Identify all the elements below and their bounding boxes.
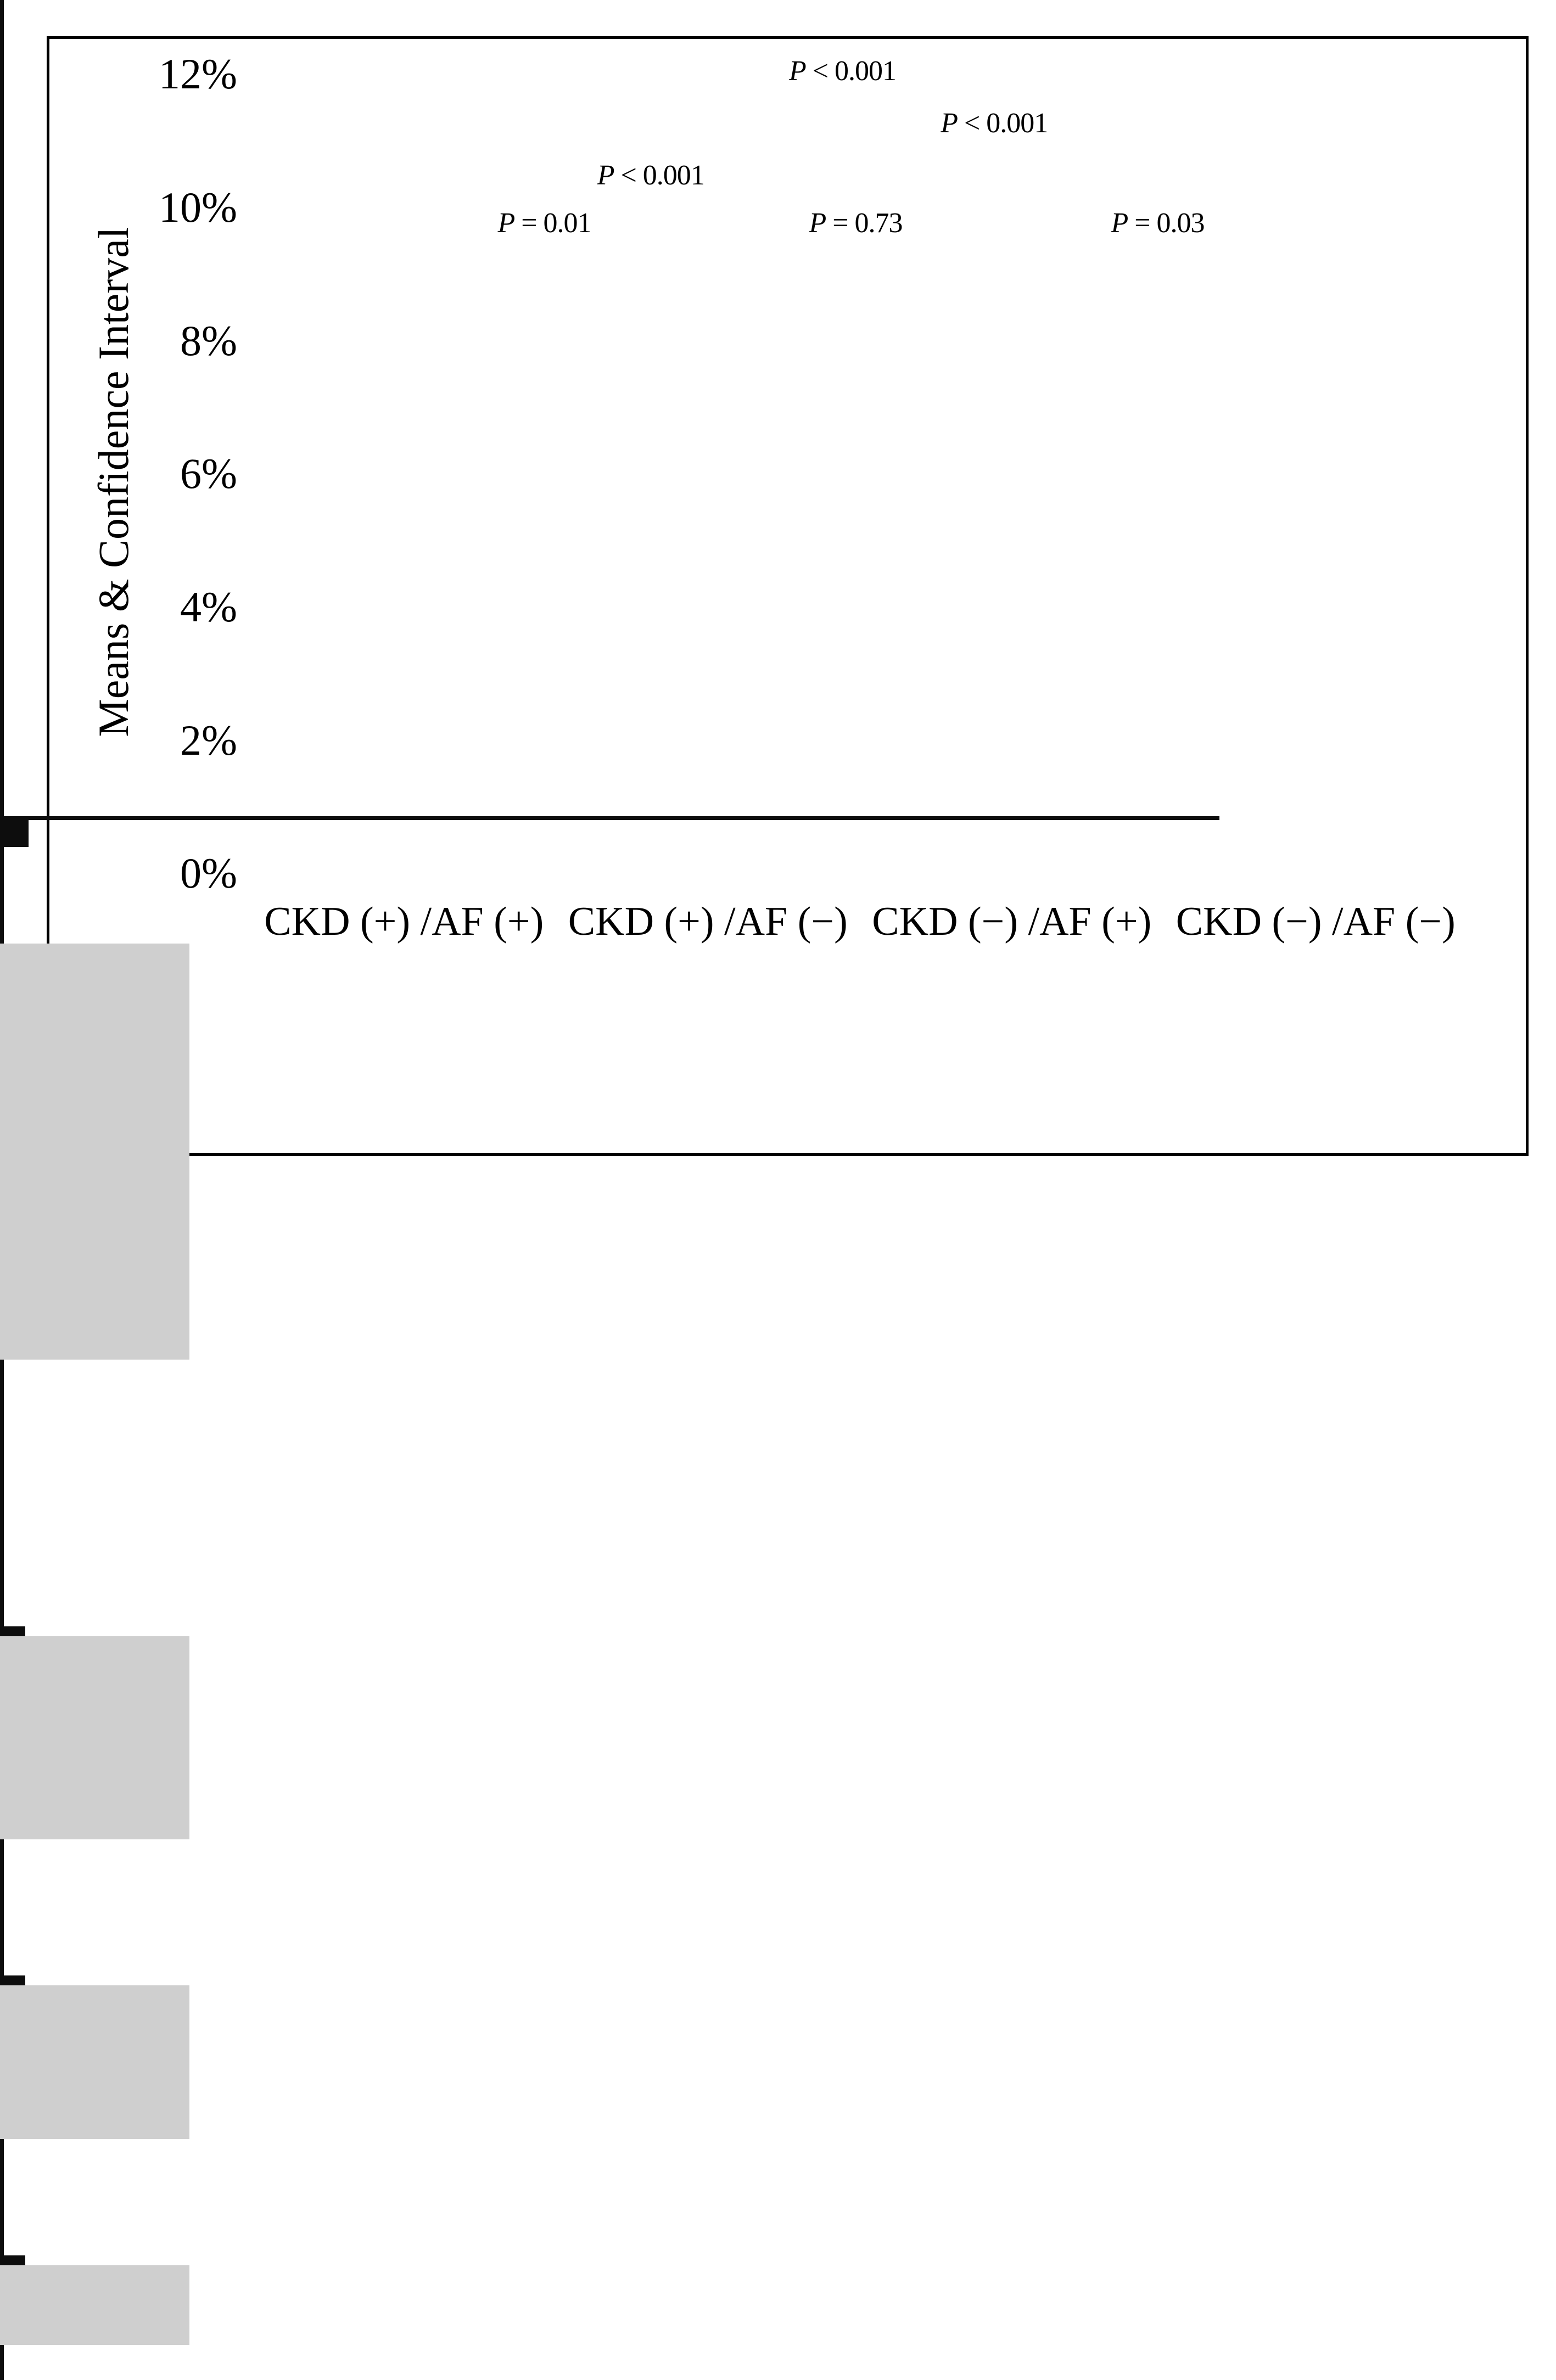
significance-label: P < 0.001 (597, 160, 705, 191)
error-bar-line (0, 1839, 4, 1976)
error-bar-line (0, 2345, 4, 2380)
x-category-label: CKD (−) /AF (−) (1176, 899, 1456, 944)
x-tick (0, 895, 4, 919)
error-bar-cap-bottom (0, 1980, 25, 1986)
x-tick (0, 919, 4, 944)
error-bar-cap-top (0, 1626, 25, 1631)
bar (0, 1985, 189, 2139)
y-tick-label: 8% (180, 316, 237, 364)
y-tick (0, 824, 29, 828)
y-tick (0, 828, 29, 832)
y-tick (0, 843, 29, 847)
bar (0, 2265, 189, 2345)
x-tick (0, 847, 4, 871)
y-tick-label: 10% (159, 183, 237, 232)
y-tick-label: 2% (180, 716, 237, 764)
y-tick-label: 12% (159, 50, 237, 98)
significance-label: P = 0.03 (1111, 207, 1205, 239)
error-bar-cap-top (0, 2255, 25, 2260)
bar (0, 1636, 189, 1839)
figure-frame (47, 36, 1529, 1156)
x-axis-line (0, 816, 1219, 820)
x-category-label: CKD (+) /AF (+) (264, 899, 544, 944)
error-bar-cap-bottom (0, 1631, 25, 1636)
y-tick-label: 0% (180, 849, 237, 897)
significance-label: P = 0.01 (497, 207, 591, 239)
error-bar-line (0, 2138, 4, 2255)
x-tick (0, 871, 4, 895)
bar-chart: 12% 10% 8% 6% 4% 2% 0% CKD (+) /AF (+) CKD (+) /… (0, 0, 1456, 2380)
x-category-label: CKD (+) /AF (−) (568, 899, 848, 944)
y-tick-label: 6% (180, 450, 237, 498)
significance-label: P < 0.001 (941, 108, 1048, 139)
y-tick (0, 820, 29, 824)
y-tick (0, 839, 29, 843)
bar (0, 944, 189, 1360)
error-bar-cap-top (0, 1975, 25, 1981)
y-tick (0, 832, 29, 835)
significance-label: P = 0.73 (809, 207, 903, 239)
error-bar-cap-bottom (0, 2260, 25, 2265)
y-axis-line (0, 0, 4, 816)
error-bar-line (0, 1360, 4, 1626)
y-tick-label: 4% (180, 583, 237, 631)
significance-label: P < 0.001 (788, 55, 897, 87)
y-axis-title: Means & Confidence Interval (89, 227, 137, 737)
y-tick (0, 835, 29, 839)
x-category-label: CKD (−) /AF (+) (872, 899, 1152, 944)
